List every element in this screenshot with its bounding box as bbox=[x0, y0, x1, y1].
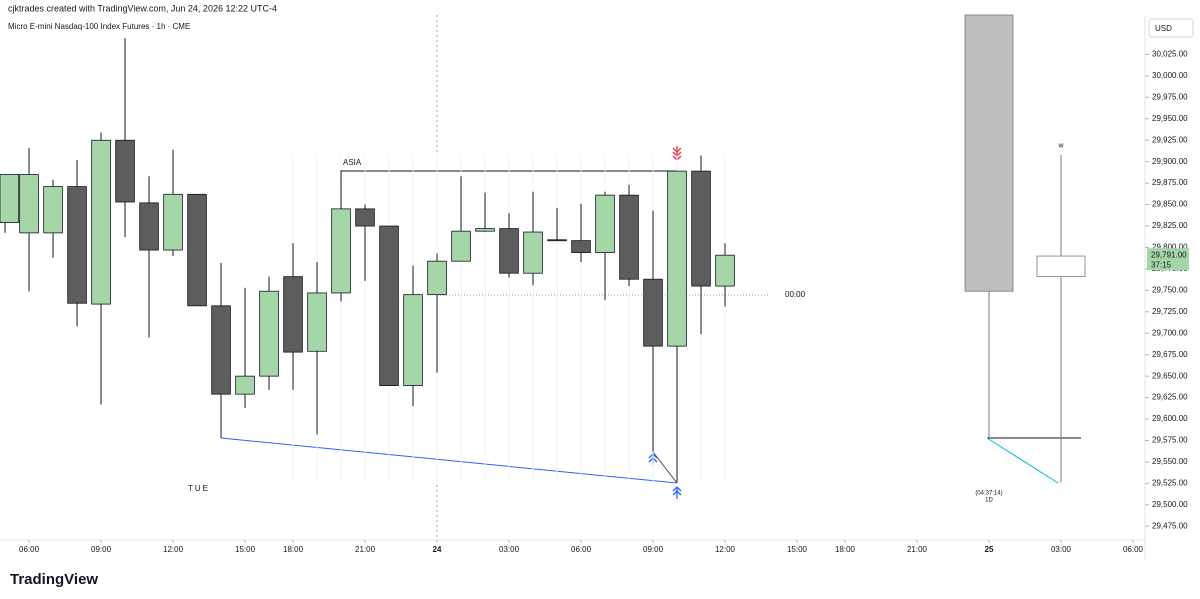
x-tick-label: 25 bbox=[985, 545, 994, 554]
y-tick-label: 29,750.00 bbox=[1152, 285, 1188, 294]
candle-body bbox=[307, 292, 327, 352]
y-tick-label: 29,800.00 bbox=[1152, 243, 1188, 252]
candle-body bbox=[115, 139, 135, 203]
candle-body bbox=[235, 375, 255, 395]
open-line-label: 00:00 bbox=[785, 290, 806, 299]
candle-body bbox=[619, 194, 639, 280]
x-tick-label: 06:00 bbox=[19, 545, 40, 554]
logo: TradingView bbox=[10, 571, 98, 588]
y-tick-label: 29,475.00 bbox=[1152, 521, 1188, 530]
x-tick-label: 18:00 bbox=[283, 545, 304, 554]
y-tick-label: 29,900.00 bbox=[1152, 157, 1188, 166]
buy-arrows bbox=[648, 453, 682, 499]
y-tick-label: 29,825.00 bbox=[1152, 221, 1188, 230]
x-tick-label: 06:00 bbox=[571, 545, 592, 554]
candle-body bbox=[355, 208, 375, 227]
x-tick-label: 03:00 bbox=[499, 545, 520, 554]
candle-body bbox=[547, 239, 567, 242]
candle-body bbox=[643, 278, 663, 347]
x-tick-label: 21:00 bbox=[907, 545, 928, 554]
candle-body bbox=[283, 276, 303, 353]
y-tick-label: 29,925.00 bbox=[1152, 135, 1188, 144]
y-tick-label: 29,650.00 bbox=[1152, 371, 1188, 380]
y-tick-label: 29,725.00 bbox=[1152, 307, 1188, 316]
candle-body bbox=[163, 193, 183, 251]
candle-body bbox=[403, 294, 423, 386]
x-tick-label: 03:00 bbox=[1051, 545, 1072, 554]
chart-title: Micro E-mini Nasdaq-100 Index Futures · … bbox=[8, 22, 190, 31]
candle-body bbox=[259, 290, 279, 377]
htf-body bbox=[1036, 255, 1086, 278]
x-tick-label: 21:00 bbox=[355, 545, 376, 554]
candle-body bbox=[379, 225, 399, 386]
y-tick-label: 29,500.00 bbox=[1152, 500, 1188, 509]
x-tick-label: 15:00 bbox=[787, 545, 808, 554]
x-tick-label: 09:00 bbox=[643, 545, 664, 554]
htf-body bbox=[964, 14, 1014, 292]
y-tick-label: 30,025.00 bbox=[1152, 50, 1188, 59]
candle-body bbox=[523, 231, 543, 274]
y-tick-label: 29,675.00 bbox=[1152, 350, 1188, 359]
day-label: TUE bbox=[188, 484, 210, 493]
currency-box[interactable] bbox=[1148, 18, 1194, 38]
candle-body bbox=[451, 230, 471, 262]
x-tick-label: 15:00 bbox=[235, 545, 256, 554]
candle-body bbox=[667, 170, 687, 347]
credit: cjktrades created with TradingView.com, … bbox=[8, 3, 277, 13]
session-label: ASIA bbox=[343, 158, 362, 167]
candle-body bbox=[67, 186, 87, 304]
y-tick-label: 29,600.00 bbox=[1152, 414, 1188, 423]
candle-body bbox=[571, 240, 591, 254]
candle-body bbox=[187, 193, 207, 307]
y-tick-label: 29,625.00 bbox=[1152, 393, 1188, 402]
x-tick-label: 09:00 bbox=[91, 545, 112, 554]
candle-body bbox=[19, 174, 39, 234]
candle-body bbox=[427, 260, 447, 296]
trend-line bbox=[220, 437, 678, 484]
y-tick-label: 29,875.00 bbox=[1152, 178, 1188, 187]
y-tick-label: 29,850.00 bbox=[1152, 200, 1188, 209]
candle-body bbox=[691, 170, 711, 287]
htf-timer: (04:37:14) bbox=[975, 491, 1002, 497]
y-tick-label: 30,000.00 bbox=[1152, 71, 1188, 80]
candle-body bbox=[0, 174, 20, 223]
candle-body bbox=[139, 202, 159, 251]
y-tick-label: 29,700.00 bbox=[1152, 328, 1188, 337]
sweep-line bbox=[652, 451, 678, 484]
candle-body bbox=[91, 139, 111, 305]
candle-body bbox=[475, 228, 495, 232]
candle-body bbox=[499, 228, 519, 274]
bar-countdown: 37:15 bbox=[1151, 260, 1172, 269]
y-tick-label: 29,550.00 bbox=[1152, 457, 1188, 466]
plot: 29,475.00 29,500.00 29,525.00 29,550.00 29,5… bbox=[0, 14, 1189, 554]
y-tick-label: 29,950.00 bbox=[1152, 114, 1188, 123]
y-tick-label: 29,575.00 bbox=[1152, 436, 1188, 445]
candle-body bbox=[331, 208, 351, 294]
candle-body bbox=[595, 194, 615, 254]
candle-body bbox=[715, 254, 735, 287]
htf-label: 1D bbox=[985, 498, 993, 504]
htf-trend-line bbox=[986, 437, 1059, 484]
candle-body bbox=[211, 305, 231, 395]
x-tick-label: 24 bbox=[433, 545, 442, 554]
htf-label: w bbox=[1057, 143, 1064, 150]
x-tick-label: 06:00 bbox=[1123, 545, 1144, 554]
y-tick-label: 29,525.00 bbox=[1152, 478, 1188, 487]
currency: USD bbox=[1155, 24, 1172, 33]
x-tick-label: 12:00 bbox=[715, 545, 736, 554]
candle-body bbox=[43, 186, 63, 234]
y-tick-label: 29,975.00 bbox=[1152, 92, 1188, 101]
last-price-label: 29,791.00 bbox=[1151, 250, 1187, 259]
x-tick-label: 12:00 bbox=[163, 545, 184, 554]
last-price-tag bbox=[1147, 248, 1189, 271]
x-tick-label: 18:00 bbox=[835, 545, 856, 554]
